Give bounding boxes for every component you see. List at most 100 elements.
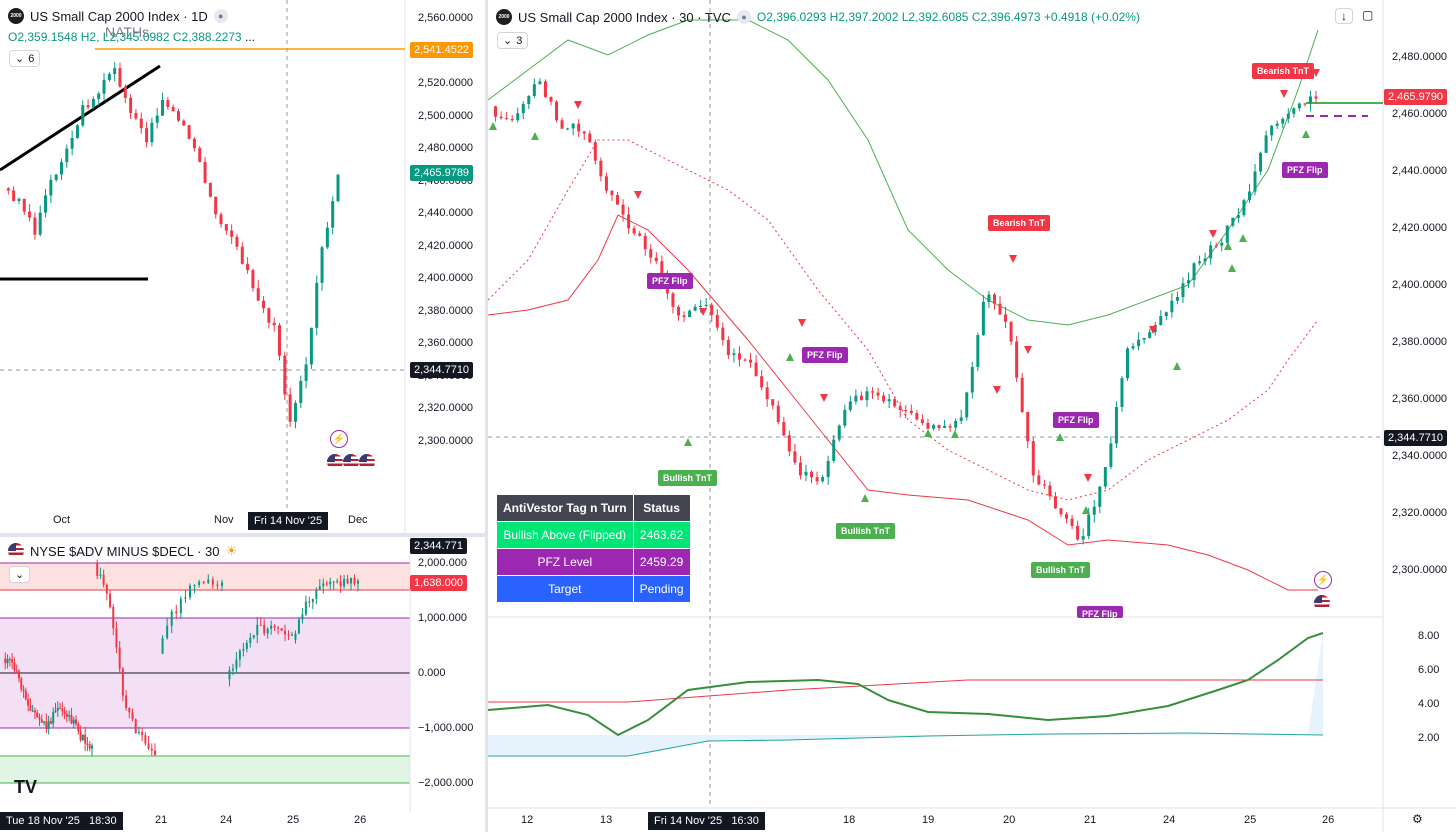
- intraday-candle-body: [893, 399, 897, 407]
- intraday-candle-body: [1308, 96, 1312, 104]
- maximize-icon[interactable]: ▢: [1362, 8, 1374, 22]
- daily-candle-body: [278, 325, 282, 356]
- daily-candle-body: [44, 195, 48, 213]
- adv-candle-body: [231, 668, 234, 671]
- lightning-icon[interactable]: ⚡: [330, 430, 348, 448]
- intraday-candle-body: [1076, 525, 1080, 540]
- intraday-chart-canvas[interactable]: [488, 0, 1456, 832]
- daily-candle-body: [336, 174, 340, 202]
- intraday-candle-body: [821, 477, 825, 482]
- table-header-status: Status: [632, 494, 691, 522]
- intraday-candle-body: [926, 422, 930, 429]
- time-tick: 26: [1322, 814, 1335, 826]
- intraday-candle-body: [1170, 300, 1174, 313]
- eye-icon[interactable]: ●: [213, 9, 228, 23]
- intraday-candle-body: [798, 462, 802, 476]
- time-tick-25: 25: [287, 814, 300, 826]
- time-tick: 12: [521, 814, 534, 826]
- time-tick-nov: Nov: [214, 514, 234, 526]
- settings-gear-icon[interactable]: ⚙: [1412, 812, 1423, 826]
- intraday-candle-body: [649, 249, 653, 258]
- daily-candle-body: [155, 115, 159, 123]
- intraday-candle-body: [1281, 118, 1285, 124]
- adv-candle-body: [109, 593, 112, 608]
- ohlc-low: L2,345.0982: [102, 30, 170, 44]
- daily-candle-body: [176, 111, 180, 121]
- price-tick: 4.00: [1418, 698, 1440, 710]
- adv-candle-body: [291, 634, 293, 636]
- adv-candle-body: [221, 582, 223, 586]
- adv-candle-body: [170, 611, 173, 626]
- price-tick: −2,000.000: [418, 777, 474, 789]
- events-flag-icon[interactable]: [327, 454, 375, 473]
- tag-n-turn-table: AntiVestor Tag n Turn Status Bullish Abo…: [496, 494, 691, 603]
- intraday-candle-body: [693, 306, 697, 311]
- time-tick-dec: Dec: [348, 514, 368, 526]
- daily-candle-body: [224, 224, 228, 231]
- bullish-tnt-label: Bullish TnT: [836, 523, 895, 539]
- adv-candle-body: [115, 628, 118, 648]
- lightning-icon[interactable]: ⚡: [1314, 571, 1332, 589]
- adv-candle-body: [11, 659, 14, 663]
- row-value: 2459.29: [632, 548, 691, 576]
- adv-candle-body: [29, 705, 32, 711]
- daily-candle-body: [166, 100, 170, 107]
- bearish-triangle: [1084, 474, 1092, 482]
- intraday-candle-body: [859, 395, 863, 401]
- adv-decl-canvas[interactable]: [0, 537, 485, 832]
- intraday-candle-body: [948, 426, 952, 428]
- adv-decl-pane[interactable]: NYSE $ADV MINUS $DECL · 30 ☀ ⌄ 2,000.000…: [0, 537, 485, 832]
- events-flag-icon[interactable]: [1314, 595, 1330, 614]
- price-tick: −1,000.000: [418, 722, 474, 734]
- intraday-candle-body: [898, 406, 902, 411]
- daily-candle-body: [17, 198, 21, 202]
- intraday-chart-pane[interactable]: 2000 US Small Cap 2000 Index · 30 · TVC …: [488, 0, 1456, 832]
- daily-candle-body: [75, 125, 79, 139]
- daily-candle-body: [283, 355, 287, 395]
- adv-collapse-button[interactable]: ⌄: [9, 566, 31, 583]
- indicator-counter[interactable]: ⌄ 6: [9, 50, 41, 67]
- eye-icon[interactable]: ●: [736, 10, 751, 24]
- price-tick: 2,300.0000: [418, 434, 474, 447]
- intraday-candle-body: [826, 460, 830, 478]
- time-tick-24: 24: [220, 814, 233, 826]
- daily-chart-canvas[interactable]: [0, 0, 485, 533]
- intraday-indicator-counter[interactable]: ⌄ 3: [497, 32, 529, 49]
- adv-candle-body: [147, 743, 150, 749]
- intraday-candle-body: [715, 314, 719, 328]
- intraday-candle-body: [959, 417, 963, 421]
- intraday-candle-body: [832, 439, 836, 461]
- bullish-triangle: [489, 122, 497, 130]
- daily-candle-body: [198, 148, 202, 162]
- intraday-candle-body: [632, 228, 636, 234]
- bullish-triangle: [531, 132, 539, 140]
- intraday-candle-body: [749, 359, 753, 363]
- intraday-candle-body: [660, 261, 664, 276]
- adv-candle-body: [287, 634, 290, 636]
- daily-chart-pane[interactable]: 2000 US Small Cap 2000 Index · 1D ● O2,3…: [0, 0, 485, 533]
- intraday-candle-body: [882, 395, 886, 402]
- price-tick: 2.00: [1418, 732, 1440, 744]
- ohlc-more: ...: [244, 30, 255, 44]
- intraday-candle-body: [1103, 467, 1107, 487]
- adv-candle-body: [259, 624, 262, 626]
- adv-symbol-title[interactable]: NYSE $ADV MINUS $DECL · 30: [30, 543, 220, 559]
- intraday-candle-body: [682, 315, 686, 317]
- intraday-candle-body: [760, 376, 764, 388]
- naths-annotation: NATHs: [105, 24, 150, 40]
- daily-symbol-title[interactable]: US Small Cap 2000 Index · 1D: [30, 8, 208, 24]
- adv-candle-body: [198, 581, 201, 585]
- intraday-candle-body: [793, 451, 797, 463]
- adv-candle-body: [31, 710, 34, 712]
- intraday-time-cursor: Fri 14 Nov '25 16:30: [648, 812, 765, 830]
- tradingview-logo[interactable]: TV: [14, 777, 38, 797]
- intraday-candle-body: [549, 96, 553, 102]
- adv-candle-body: [65, 713, 68, 717]
- intraday-symbol-title[interactable]: US Small Cap 2000 Index · 30 · TVC: [518, 9, 731, 25]
- adv-time-cursor: Tue 18 Nov '25 18:30: [0, 812, 123, 830]
- ohlc-high: H2,: [80, 30, 100, 44]
- row-label: Bullish Above (Flipped): [496, 521, 634, 549]
- time-tick: 19: [922, 814, 935, 826]
- intraday-candle-body: [721, 327, 725, 341]
- download-arrow-icon[interactable]: ↓: [1335, 8, 1353, 24]
